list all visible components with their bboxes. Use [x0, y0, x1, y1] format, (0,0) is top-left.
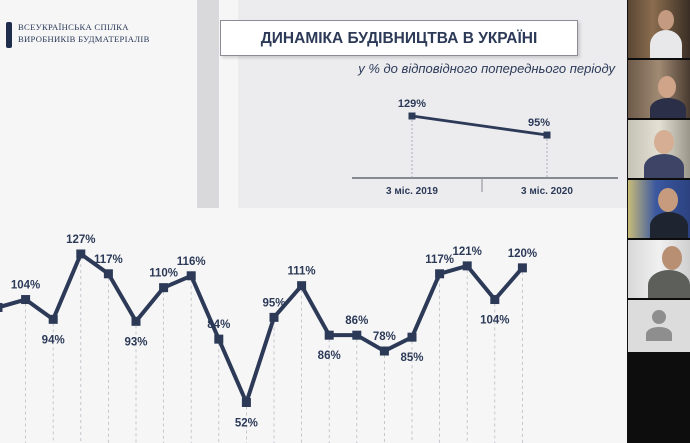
org-logo: ВСЕУКРАЇНСЬКА СПІЛКА ВИРОБНИКІВ БУДМАТЕР… — [6, 16, 156, 56]
data-label: 104% — [11, 280, 40, 292]
data-label: 117% — [94, 254, 123, 266]
data-label: 117% — [425, 254, 454, 266]
data-point — [324, 330, 334, 340]
participant-sidebar — [628, 0, 690, 443]
data-point — [517, 263, 527, 273]
data-label: 86% — [345, 315, 368, 327]
category-label: 3 міс. 2020 — [521, 186, 573, 197]
data-label: 94% — [42, 334, 65, 346]
data-point — [48, 314, 58, 324]
data-point — [214, 334, 224, 344]
slide-subtitle: у % до відповідного попереднього періоду — [358, 61, 615, 76]
data-label: 121% — [452, 246, 481, 258]
participant-tile-2[interactable] — [628, 60, 690, 118]
data-point — [543, 131, 551, 139]
participant-tile-6[interactable] — [628, 300, 690, 352]
decorative-strip — [197, 0, 219, 208]
data-label: 129% — [398, 98, 426, 110]
slide-title: ДИНАМІКА БУДІВНИЦТВА В УКРАЇНІ — [260, 30, 538, 47]
logo-mark-icon — [6, 22, 12, 48]
data-point — [408, 112, 416, 120]
data-point — [76, 249, 86, 259]
data-label: 95% — [528, 117, 550, 129]
participant-tile-3[interactable] — [628, 120, 690, 178]
data-label: 78% — [373, 331, 396, 343]
data-point — [297, 281, 307, 291]
data-point — [159, 283, 169, 293]
data-label: 111% — [288, 266, 316, 278]
trend-chart: 104% 94% 127% 117% 93% 110%116% 84% 52% 95% 111% 8… — [0, 234, 537, 443]
series-line — [0, 252, 524, 405]
category-label: 3 міс. 2019 — [386, 186, 438, 197]
data-point — [131, 316, 141, 326]
data-point — [0, 302, 3, 312]
data-label: 84% — [207, 319, 230, 331]
data-point — [352, 330, 362, 340]
data-label: 104% — [480, 315, 509, 327]
org-name-line-2: ВИРОБНИКІВ БУДМАТЕРІАЛІВ — [18, 34, 150, 44]
data-point — [490, 295, 500, 305]
participant-tile-5[interactable] — [628, 240, 690, 298]
data-point — [103, 269, 113, 279]
data-label: 52% — [235, 418, 258, 430]
presentation-slide: ВСЕУКРАЇНСЬКА СПІЛКА ВИРОБНИКІВ БУДМАТЕР… — [0, 0, 627, 443]
data-point — [269, 312, 279, 322]
data-point — [241, 398, 251, 407]
data-label: 120% — [508, 248, 537, 260]
participant-tile-1[interactable] — [628, 0, 690, 58]
data-label: 127% — [66, 234, 95, 246]
data-point — [407, 332, 417, 342]
summary-chart: 129% 3 міс. 2019 95% 3 міс. 2020 — [352, 98, 618, 197]
data-label: 95% — [262, 297, 285, 309]
data-point — [435, 269, 445, 279]
data-point — [186, 271, 196, 281]
org-name-line-1: ВСЕУКРАЇНСЬКА СПІЛКА — [18, 22, 129, 32]
data-label: 86% — [318, 350, 341, 362]
slide-title-box: ДИНАМІКА БУДІВНИЦТВА В УКРАЇНІ — [220, 20, 578, 56]
data-point — [462, 261, 472, 271]
series-line — [411, 114, 548, 137]
data-label: 116% — [177, 256, 206, 268]
data-label: 93% — [124, 336, 147, 348]
data-label: 85% — [400, 352, 423, 364]
data-point — [379, 346, 389, 356]
data-label: 110% — [149, 268, 178, 280]
data-point — [21, 295, 31, 305]
participant-tile-4[interactable] — [628, 180, 690, 238]
